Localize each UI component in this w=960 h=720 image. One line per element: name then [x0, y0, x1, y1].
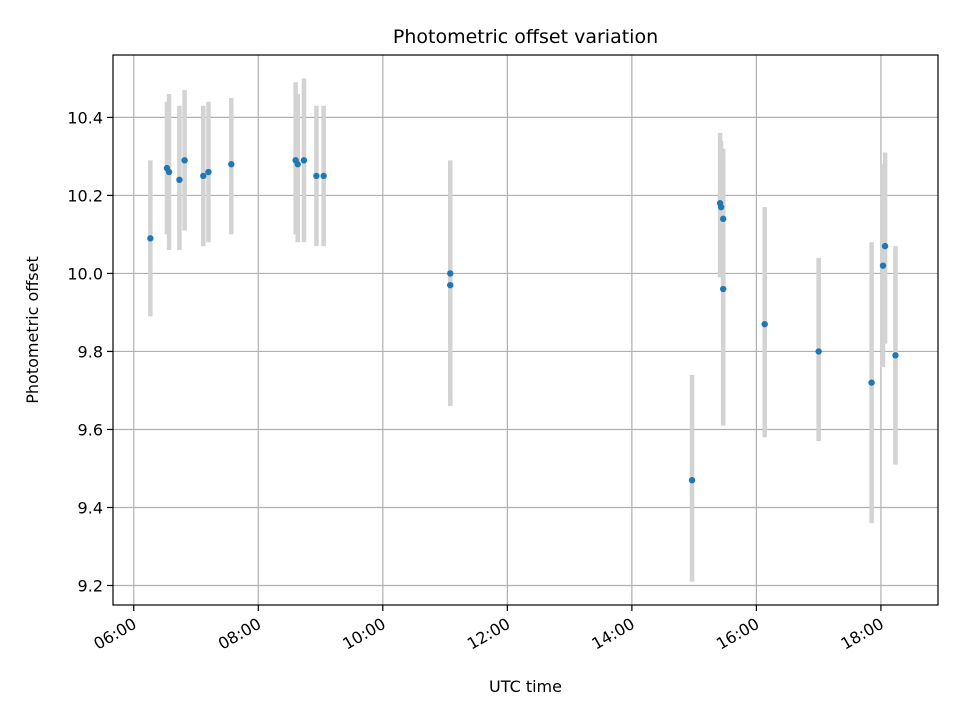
- x-tick-label: 12:00: [464, 614, 513, 654]
- data-point: [892, 352, 899, 359]
- x-tick-label: 08:00: [215, 614, 264, 654]
- data-point: [881, 242, 889, 250]
- data-point: [313, 172, 320, 180]
- data-point: [176, 176, 183, 184]
- data-point: [228, 161, 235, 168]
- y-tick-label: 9.6: [78, 420, 103, 439]
- error-bars: [148, 78, 898, 582]
- data-point: [761, 320, 768, 328]
- y-tick-label: 10.2: [67, 186, 103, 205]
- data-point: [717, 203, 725, 211]
- data-point: [719, 215, 727, 223]
- data-point: [719, 285, 727, 293]
- y-tick-label: 9.2: [78, 576, 103, 595]
- y-tick-label: 10.0: [67, 264, 103, 283]
- y-tick-label: 9.4: [78, 498, 103, 517]
- x-tick-label: 16:00: [713, 614, 762, 654]
- data-point: [300, 157, 308, 164]
- data-point: [205, 168, 212, 176]
- x-tick-label: 18:00: [837, 614, 886, 654]
- data-point: [200, 172, 207, 180]
- data-point: [815, 348, 822, 355]
- data-point: [447, 281, 454, 289]
- data-point: [165, 168, 173, 176]
- x-axis-label: UTC time: [489, 677, 562, 696]
- plot-frame: [112, 54, 939, 606]
- data-point: [181, 157, 188, 164]
- y-tick-label: 9.8: [78, 342, 103, 361]
- x-tick-label: 10:00: [339, 614, 388, 654]
- grid-lines: [113, 55, 938, 605]
- chart-title: Photometric offset variation: [393, 26, 658, 48]
- data-point: [879, 262, 887, 269]
- data-point: [868, 379, 875, 386]
- data-point: [688, 476, 696, 484]
- data-point: [320, 172, 327, 180]
- x-tick-label: 06:00: [90, 614, 139, 654]
- x-tick-label: 14:00: [588, 614, 637, 654]
- data-point: [447, 270, 454, 277]
- y-axis-label: Photometric offset: [23, 256, 42, 404]
- data-points: [147, 157, 899, 484]
- data-point: [147, 235, 154, 242]
- data-point: [294, 161, 301, 168]
- y-tick-label: 10.4: [67, 108, 103, 127]
